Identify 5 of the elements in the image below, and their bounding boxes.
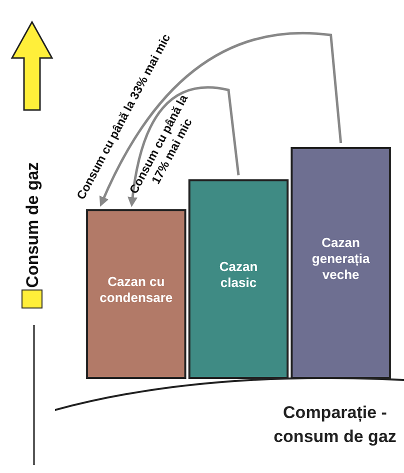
x-tick-label: Cazan clasic (219, 259, 258, 290)
y-axis-title: Consum de gaz (23, 162, 42, 288)
x-axis-title: Comparație - consum de gaz (274, 403, 396, 446)
x-tick-label: Cazan cu condensare (100, 274, 173, 306)
x-tick-label: Cazan generația veche (312, 235, 370, 282)
